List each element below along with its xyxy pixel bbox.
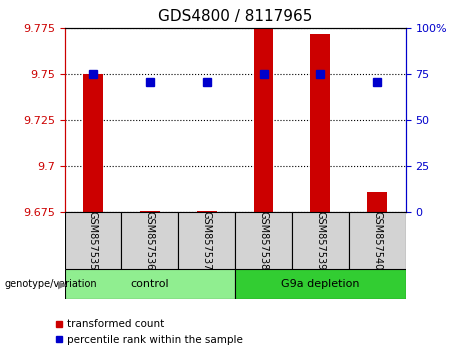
Text: GSM857536: GSM857536 bbox=[145, 211, 155, 270]
Bar bbox=[178, 212, 235, 269]
Bar bbox=[367, 192, 387, 212]
Text: GSM857540: GSM857540 bbox=[372, 211, 382, 270]
Bar bbox=[197, 211, 217, 212]
Legend: transformed count, percentile rank within the sample: transformed count, percentile rank withi… bbox=[51, 315, 247, 349]
Text: control: control bbox=[130, 279, 169, 289]
Bar bbox=[65, 269, 235, 299]
Text: ▶: ▶ bbox=[58, 279, 66, 289]
Bar bbox=[235, 212, 292, 269]
Bar bbox=[83, 74, 103, 212]
Text: GSM857539: GSM857539 bbox=[315, 211, 325, 270]
Bar bbox=[140, 211, 160, 212]
Bar bbox=[254, 28, 273, 212]
Bar bbox=[65, 212, 121, 269]
Text: G9a depletion: G9a depletion bbox=[281, 279, 360, 289]
Bar bbox=[121, 212, 178, 269]
Bar bbox=[235, 269, 406, 299]
Title: GDS4800 / 8117965: GDS4800 / 8117965 bbox=[158, 9, 312, 24]
Text: GSM857538: GSM857538 bbox=[259, 211, 269, 270]
Text: GSM857537: GSM857537 bbox=[201, 211, 212, 270]
Text: GSM857535: GSM857535 bbox=[88, 211, 98, 270]
Bar bbox=[292, 212, 349, 269]
Bar bbox=[310, 34, 331, 212]
Text: genotype/variation: genotype/variation bbox=[5, 279, 97, 289]
Bar bbox=[349, 212, 406, 269]
